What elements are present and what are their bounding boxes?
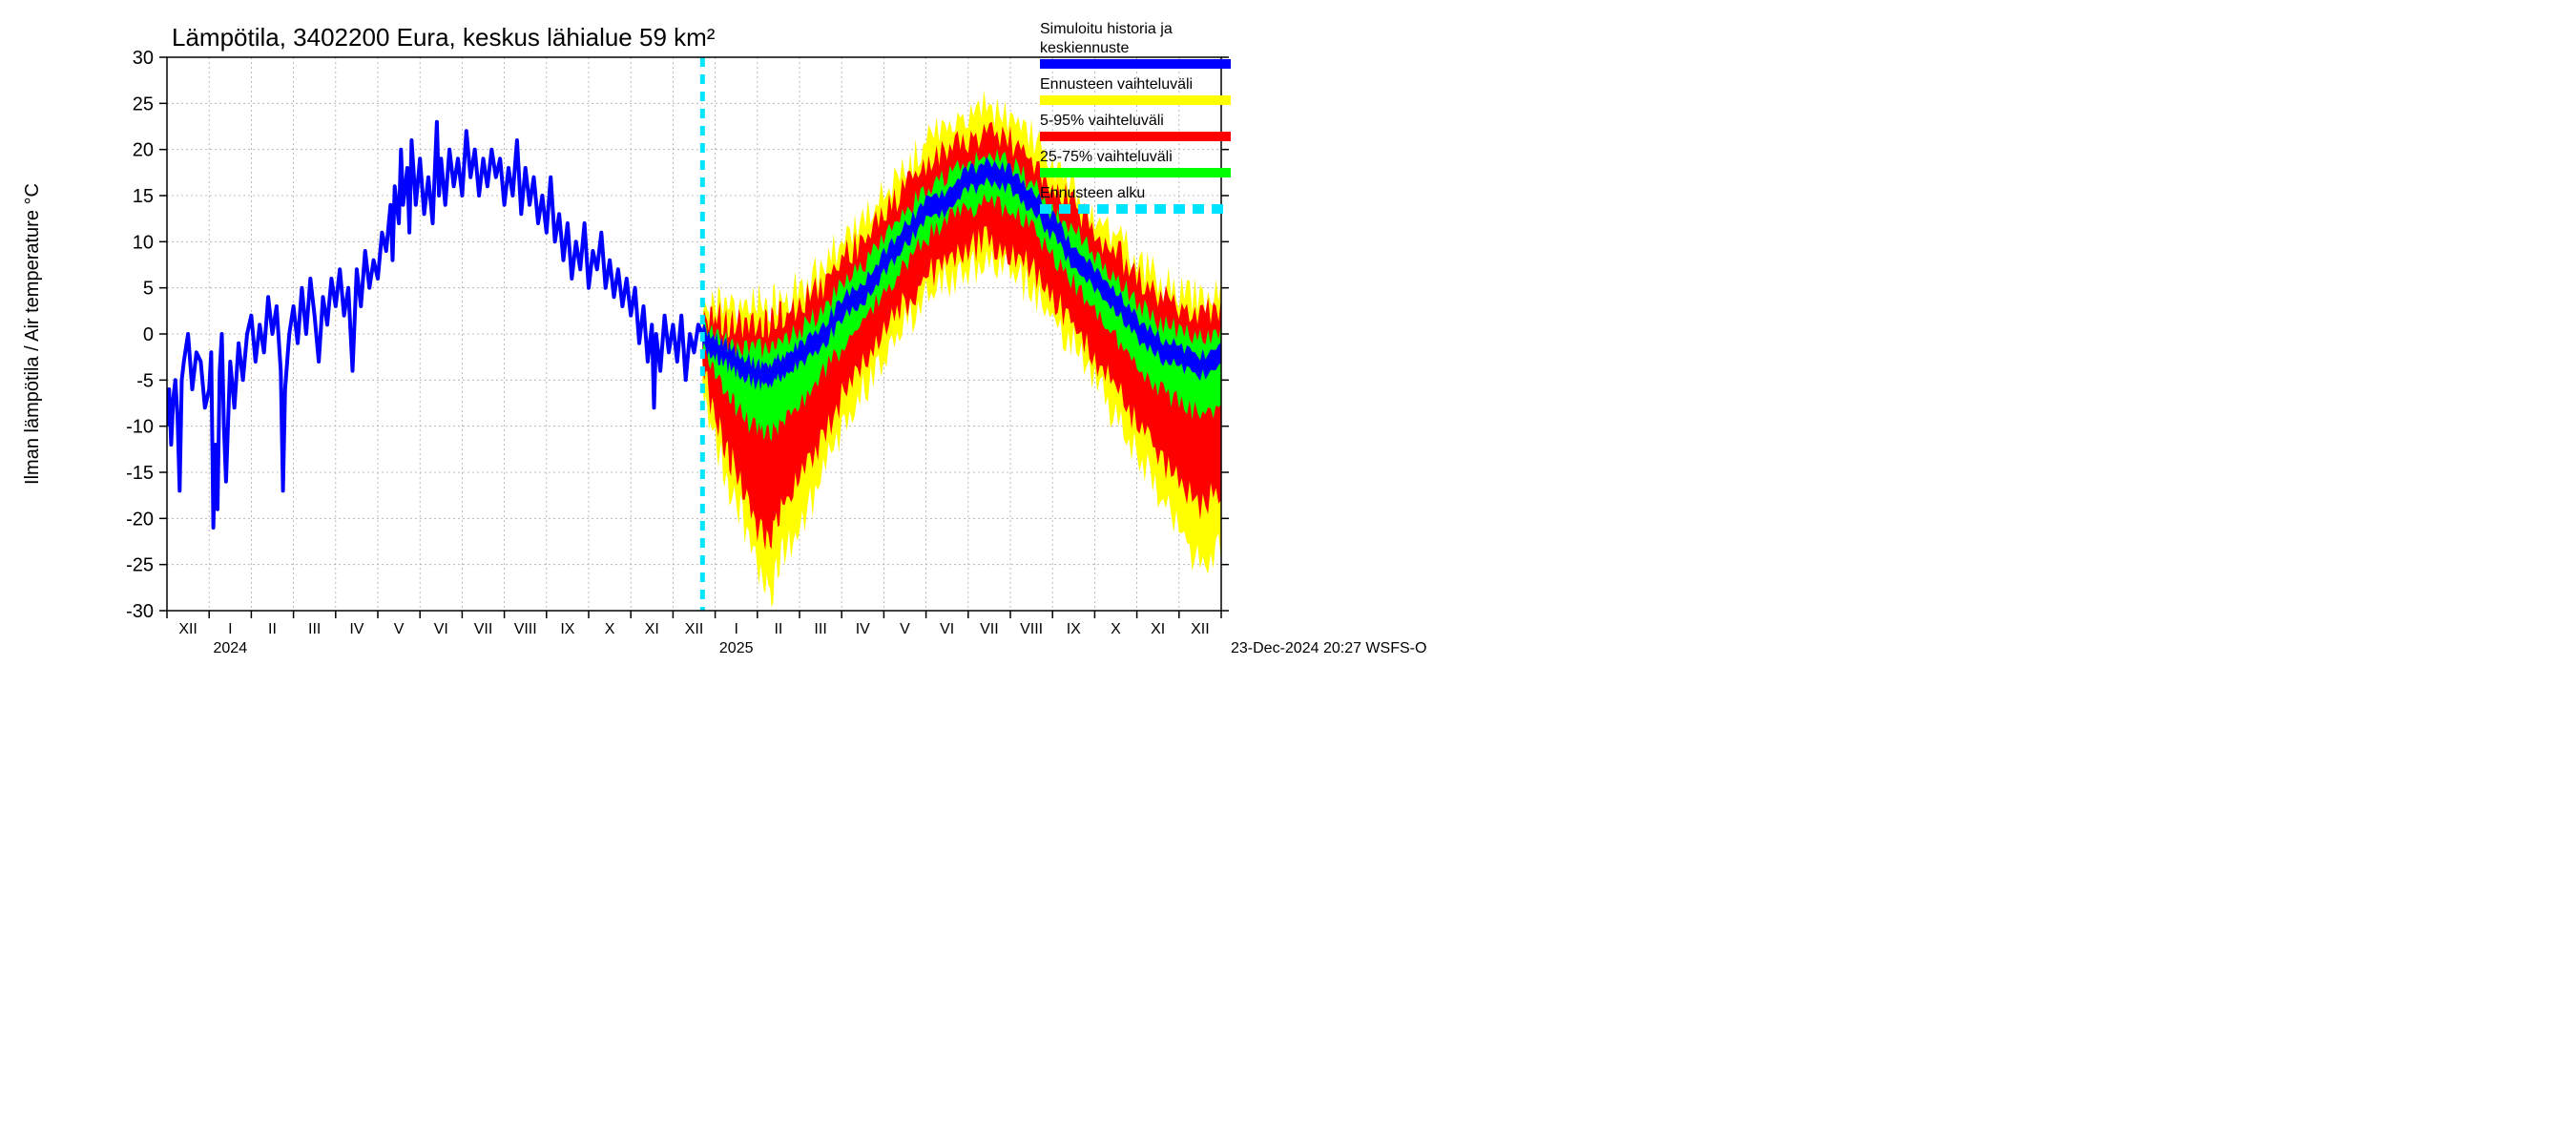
ytick-label: 5: [143, 279, 154, 300]
xtick-label: VIII: [514, 621, 537, 637]
ytick-label: -25: [126, 555, 154, 576]
xtick-label: I: [734, 621, 737, 637]
xtick-label: I: [228, 621, 232, 637]
ytick-label: -30: [126, 601, 154, 622]
chart-title: Lämpötila, 3402200 Eura, keskus lähialue…: [172, 23, 716, 52]
xtick-label: VII: [474, 621, 493, 637]
y-axis-label: Ilman lämpötila / Air temperature °C: [22, 183, 43, 485]
legend-label: keskiennuste: [1040, 40, 1129, 56]
xtick-label: IV: [349, 621, 364, 637]
xtick-label: IV: [856, 621, 870, 637]
xtick-label: XII: [1191, 621, 1210, 637]
xtick-label: XII: [685, 621, 704, 637]
ytick-label: -10: [126, 417, 154, 438]
xtick-label: XII: [178, 621, 197, 637]
legend-label: 5-95% vaihteluväli: [1040, 113, 1164, 129]
ytick-label: -20: [126, 509, 154, 530]
legend-label: 25-75% vaihteluväli: [1040, 149, 1173, 165]
xtick-label: IX: [560, 621, 574, 637]
ytick-label: 15: [133, 186, 154, 207]
xtick-label: III: [308, 621, 321, 637]
legend-label: Ennusteen vaihteluväli: [1040, 76, 1193, 93]
xtick-label: II: [268, 621, 277, 637]
xtick-label: III: [814, 621, 826, 637]
xtick-label: X: [605, 621, 615, 637]
ytick-label: 10: [133, 232, 154, 253]
xtick-label: VI: [434, 621, 448, 637]
xtick-label: VII: [980, 621, 999, 637]
xtick-label: XI: [645, 621, 659, 637]
ytick-label: 30: [133, 48, 154, 69]
year-label: 2025: [719, 640, 754, 656]
xtick-label: IX: [1067, 621, 1081, 637]
xtick-label: II: [774, 621, 782, 637]
xtick-label: X: [1111, 621, 1121, 637]
xtick-label: V: [394, 621, 405, 637]
legend-label: Ennusteen alku: [1040, 185, 1145, 201]
xtick-label: VIII: [1020, 621, 1043, 637]
ytick-label: 20: [133, 140, 154, 161]
temperature-chart: -30-25-20-15-10-5051015202530XIIIIIIIIIV…: [0, 0, 1431, 649]
xtick-label: XI: [1151, 621, 1165, 637]
chart-footer: 23-Dec-2024 20:27 WSFS-O: [1231, 640, 1426, 656]
year-label: 2024: [214, 640, 248, 656]
legend-label: Simuloitu historia ja: [1040, 21, 1173, 37]
ytick-label: -5: [136, 370, 154, 391]
ytick-label: 25: [133, 94, 154, 114]
ytick-label: 0: [143, 324, 154, 345]
xtick-label: V: [900, 621, 910, 637]
chart-svg: -30-25-20-15-10-5051015202530XIIIIIIIIIV…: [0, 0, 1431, 668]
xtick-label: VI: [940, 621, 954, 637]
ytick-label: -15: [126, 463, 154, 484]
